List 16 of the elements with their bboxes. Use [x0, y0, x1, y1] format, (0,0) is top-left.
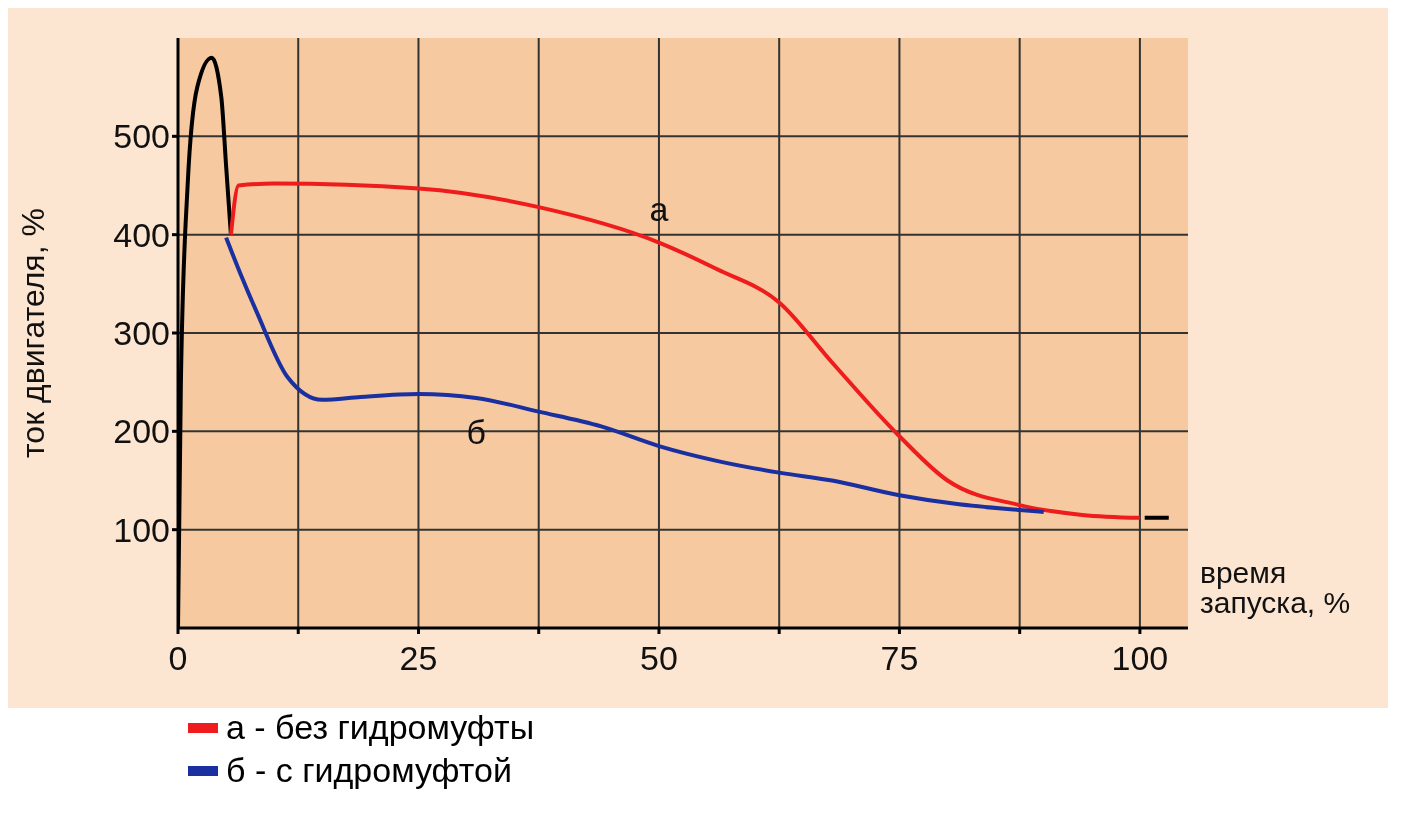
y-axis-title: ток двигателя, % — [15, 208, 52, 458]
y-tick-label: 400 — [113, 215, 170, 254]
line-series — [228, 181, 1142, 520]
x-tick-label: 0 — [168, 639, 188, 678]
y-tick-label: 200 — [113, 412, 170, 451]
y-tick-label: 100 — [113, 510, 170, 549]
y-tick-label: 500 — [113, 117, 170, 156]
x-tick-label: 50 — [640, 639, 678, 678]
legend-label: б - с гидромуфтой — [226, 751, 512, 790]
x-tick-label: 25 — [399, 639, 438, 678]
x-tick-label: 100 — [1111, 639, 1169, 678]
legend-label: а - без гидромуфты — [226, 708, 535, 747]
x-axis-title: время запуска, % — [1200, 556, 1351, 619]
x-tick-label: 75 — [880, 639, 919, 678]
line-series — [224, 235, 1046, 514]
y-tick-label: 300 — [113, 314, 170, 353]
